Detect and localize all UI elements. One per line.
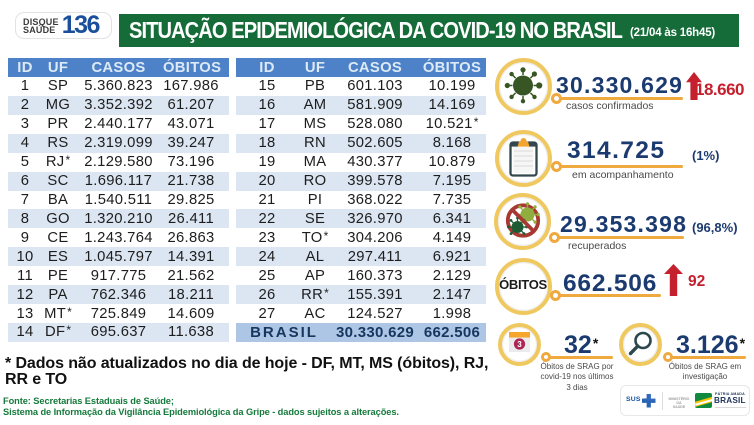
svg-text:3: 3 (517, 340, 522, 349)
